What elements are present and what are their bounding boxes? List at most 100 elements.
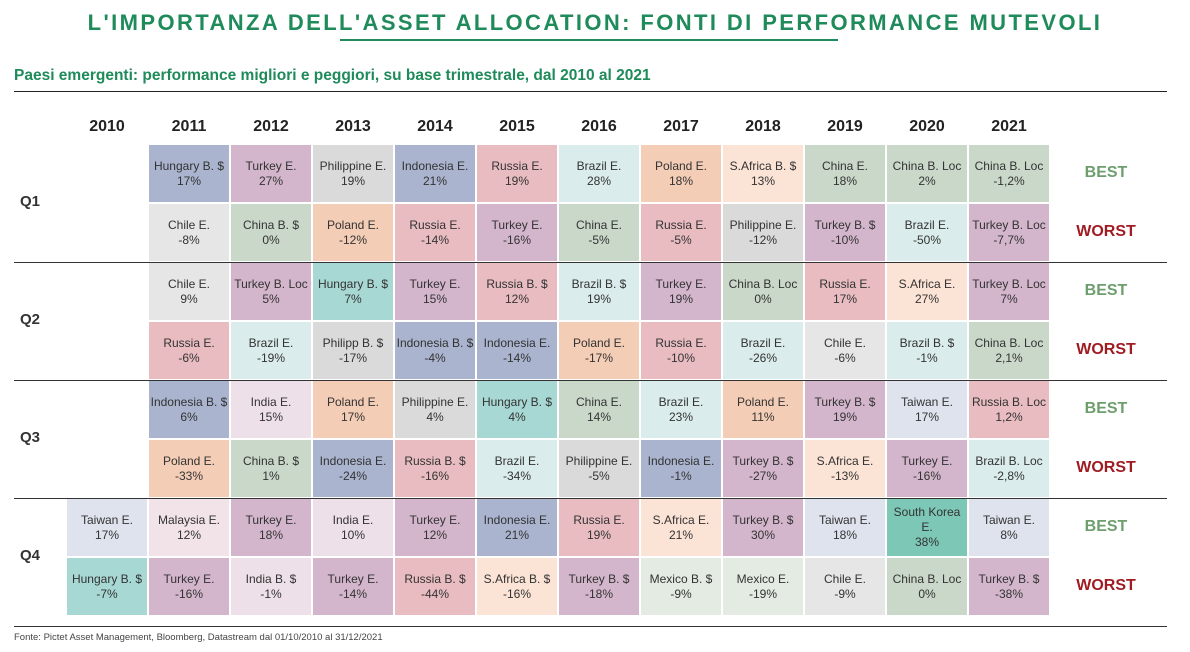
table-cell: Turkey B. Loc 7% (969, 263, 1049, 320)
table-cell: Indonesia E. -1% (641, 440, 721, 497)
cell-asset: Poland E. (326, 394, 380, 409)
table-cell: Brazil E. -34% (477, 440, 557, 497)
cell-asset: Chile E. (167, 217, 211, 232)
table-cell: India B. $ -1% (231, 558, 311, 615)
cell-asset: S.Africa E. (816, 453, 874, 468)
cell-asset: Russia E. (655, 335, 707, 350)
cell-asset: Poland E. (654, 158, 708, 173)
cell-value: 27% (914, 291, 940, 306)
table-cell: Taiwan E. 17% (887, 381, 967, 438)
cell-asset: Russia E. (573, 512, 625, 527)
cell-value: 17% (832, 291, 858, 306)
cell-value: 13% (750, 173, 776, 188)
cell-asset: Chile E. (167, 276, 211, 291)
table-cell: Philippine E. -12% (723, 204, 803, 261)
cell-asset: India E. (332, 512, 374, 527)
cell-asset: Turkey E. (409, 512, 461, 527)
year-header: 2013 (335, 118, 371, 135)
table-cell: Russia B. $ -44% (395, 558, 475, 615)
table-cell: Indonesia E. 21% (395, 145, 475, 202)
table-cell: Poland E. 11% (723, 381, 803, 438)
table-cell: S.Africa E. 21% (641, 499, 721, 556)
cell-asset: Turkey E. (655, 276, 707, 291)
best-label: BEST (1084, 164, 1128, 181)
cell-asset: Turkey E. (491, 217, 543, 232)
cell-value: 23% (668, 409, 694, 424)
year-header: 2020 (909, 118, 945, 135)
table-cell: Chile E. -9% (805, 558, 885, 615)
cell-value: -5% (670, 232, 692, 247)
table-cell: Taiwan E. 17% (67, 499, 147, 556)
cell-value: -26% (748, 350, 777, 365)
cell-asset: S.Africa E. (652, 512, 710, 527)
table-cell: China B. Loc 2% (887, 145, 967, 202)
cell-value: -1% (916, 350, 938, 365)
chart-subtitle: Paesi emergenti: performance migliori e … (14, 67, 651, 84)
cell-asset: Poland E. (326, 217, 380, 232)
cell-value: 28% (586, 173, 612, 188)
table-cell: Russia E. 19% (477, 145, 557, 202)
table-cell: China E. 18% (805, 145, 885, 202)
cell-value: -38% (994, 586, 1023, 601)
cell-value: -6% (834, 350, 856, 365)
cell-asset: India E. (250, 394, 292, 409)
year-header: 2021 (991, 118, 1027, 135)
cell-value: -14% (338, 586, 367, 601)
cell-asset: Taiwan E. (818, 512, 872, 527)
table-cell: Russia E. 17% (805, 263, 885, 320)
cell-asset: Brazil E. (576, 158, 622, 173)
cell-value: 4% (508, 409, 526, 424)
cell-value: -17% (584, 350, 613, 365)
cell-value: 0% (262, 232, 280, 247)
cell-value: -8% (178, 232, 200, 247)
table-cell: Brazil E. -50% (887, 204, 967, 261)
cell-asset: Turkey E. (245, 512, 297, 527)
cell-value: -13% (830, 468, 859, 483)
cell-asset: Russia E. (491, 158, 543, 173)
table-cell: South Korea E. 38% (887, 499, 967, 556)
table-cell: Chile E. 9% (149, 263, 229, 320)
table-cell: Hungary B. $ -7% (67, 558, 147, 615)
cell-value: 21% (668, 527, 694, 542)
quarter-divider (14, 262, 1167, 263)
table-cell: Poland E. -33% (149, 440, 229, 497)
cell-asset: Turkey B. $ (978, 571, 1040, 586)
table-cell: Turkey B. Loc -7,7% (969, 204, 1049, 261)
table-cell: S.Africa E. -13% (805, 440, 885, 497)
table-cell: Russia E. 19% (559, 499, 639, 556)
title-underline (340, 39, 838, 41)
year-header: 2011 (171, 118, 207, 135)
table-cell: Poland E. -17% (559, 322, 639, 379)
cell-asset: Turkey B. $ (814, 217, 876, 232)
table-cell: Indonesia E. -24% (313, 440, 393, 497)
table-cell: Turkey E. -16% (477, 204, 557, 261)
table-cell: Turkey E. 27% (231, 145, 311, 202)
cell-asset: China B. Loc (892, 571, 962, 586)
table-cell: China B. $1% (231, 440, 311, 497)
cell-value: -1% (670, 468, 692, 483)
cell-value: 0% (918, 586, 936, 601)
cell-asset: Turkey B. $ (568, 571, 630, 586)
year-header: 2014 (417, 118, 453, 135)
cell-value: -18% (584, 586, 613, 601)
cell-value: 10% (340, 527, 366, 542)
table-cell: Turkey B. $ -38% (969, 558, 1049, 615)
table-cell: Indonesia E. 21% (477, 499, 557, 556)
cell-value: -16% (502, 586, 531, 601)
table-cell: Turkey E. 18% (231, 499, 311, 556)
cell-value: 9% (180, 291, 198, 306)
table-cell: Poland E. 18% (641, 145, 721, 202)
table-cell: India E. 10% (313, 499, 393, 556)
table-cell: Taiwan E. 8% (969, 499, 1049, 556)
year-header: 2015 (499, 118, 535, 135)
cell-asset: Taiwan E. (900, 394, 954, 409)
table-cell: Indonesia E. -14% (477, 322, 557, 379)
cell-value: -6% (178, 350, 200, 365)
year-header: 2012 (253, 118, 289, 135)
cell-value: -1% (260, 586, 282, 601)
cell-asset: Indonesia B. $ (396, 335, 474, 350)
cell-value: 19% (586, 527, 612, 542)
table-cell: China B. $0% (231, 204, 311, 261)
table-cell: Philippine E. 19% (313, 145, 393, 202)
cell-value: 7% (1000, 291, 1018, 306)
